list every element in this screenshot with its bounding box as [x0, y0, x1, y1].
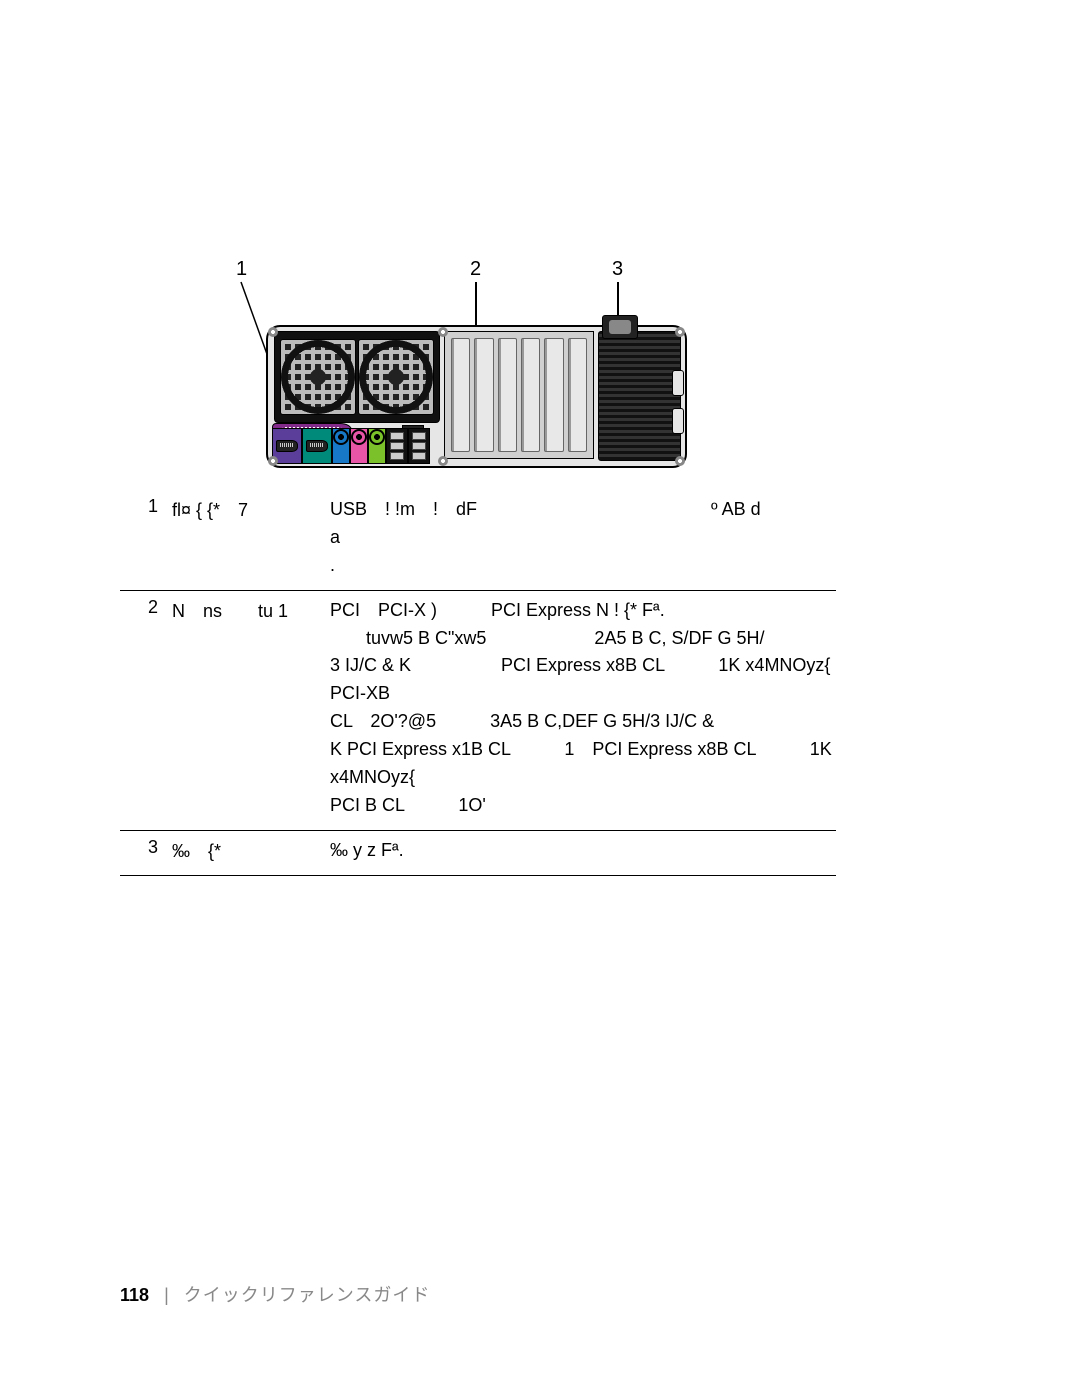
row-number: 2 — [120, 590, 168, 830]
slot — [451, 338, 470, 452]
callout-2-label: 2 — [470, 258, 481, 281]
callout-3-label: 3 — [612, 258, 623, 281]
screw-icon — [675, 456, 685, 466]
slot — [568, 338, 587, 452]
power-supply-grille — [598, 331, 681, 461]
table-row: 3 ‰ {* ‰ y z Fª. — [120, 830, 836, 875]
screw-icon — [438, 327, 448, 337]
table-row: 1 ﬂ¤ { {* 7 USB ! !m ! dF º AB d a . — [120, 490, 836, 590]
page: 1 2 3 — [0, 0, 1080, 1397]
row-label: ﬂ¤ { {* 7 — [168, 490, 326, 590]
row-number: 3 — [120, 830, 168, 875]
callout-1-label: 1 — [236, 258, 247, 281]
footer-title: クイックリファレンスガイド — [184, 1285, 431, 1305]
slot — [498, 338, 517, 452]
rear-panel-diagram — [266, 325, 687, 468]
screw-icon — [675, 327, 685, 337]
audio-mic — [350, 428, 368, 464]
slot — [521, 338, 540, 452]
expansion-slots — [444, 331, 594, 459]
callout-table: 1 ﬂ¤ { {* 7 USB ! !m ! dF º AB d a . 2 N… — [120, 490, 836, 876]
audio-line-in — [332, 428, 350, 464]
slot — [474, 338, 493, 452]
slot — [544, 338, 563, 452]
page-footer: 118 | クイックリファレンスガイド — [120, 1281, 430, 1307]
row-label: N ns tu 1 — [168, 590, 326, 830]
usb-stack-2 — [408, 428, 430, 464]
screw-icon — [268, 327, 278, 337]
screw-icon — [438, 456, 448, 466]
psu-latch — [672, 408, 684, 434]
fan-left — [280, 339, 356, 415]
usb-stack-1 — [386, 428, 408, 464]
row-number: 1 — [120, 490, 168, 590]
io-panel — [272, 428, 430, 464]
row-label: ‰ {* — [168, 830, 326, 875]
footer-separator: | — [164, 1285, 169, 1305]
psu-latch — [672, 370, 684, 396]
serial-port-2 — [302, 428, 332, 464]
page-number: 118 — [120, 1285, 149, 1305]
audio-line-out — [368, 428, 386, 464]
fan-right — [358, 339, 434, 415]
fan-zone — [274, 331, 440, 423]
power-socket — [602, 315, 638, 339]
screw-icon — [268, 456, 278, 466]
row-desc: ‰ y z Fª. — [326, 830, 836, 875]
table-row: 2 N ns tu 1 PCI PCI-X ) PCI Express N ! … — [120, 590, 836, 830]
row-desc: PCI PCI-X ) PCI Express N ! {* Fª. tuvw5… — [326, 590, 836, 830]
row-desc: USB ! !m ! dF º AB d a . — [326, 490, 836, 590]
